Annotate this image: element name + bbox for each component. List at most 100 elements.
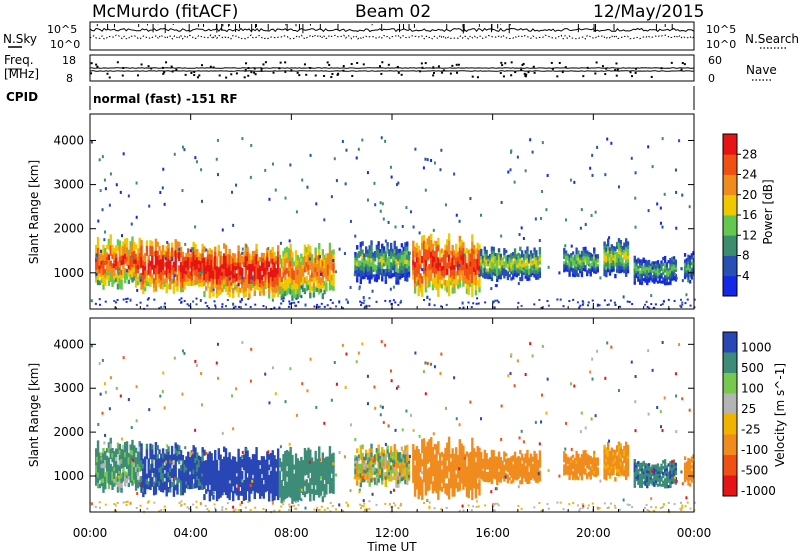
power-cell — [291, 267, 294, 274]
power-cell — [517, 257, 520, 261]
velocity-cell — [361, 461, 364, 466]
power-cell — [658, 267, 661, 271]
velocity-cell — [124, 456, 127, 463]
nave-point — [279, 61, 282, 64]
velocity-cell — [134, 480, 138, 487]
power-scatter-cell — [681, 279, 684, 283]
velocity-cell — [413, 485, 417, 492]
power-cell — [314, 252, 317, 258]
power-cell — [242, 251, 246, 257]
power-cell — [575, 257, 578, 261]
velocity-cell — [151, 449, 154, 455]
power-cell — [619, 250, 622, 256]
power-cell — [266, 261, 269, 267]
power-cell — [526, 261, 529, 266]
velocity-cell — [492, 468, 495, 473]
power-cell — [212, 265, 215, 271]
power-scatter-cell — [531, 150, 534, 154]
power-cell — [568, 271, 571, 275]
power-scatter-cell — [343, 252, 346, 256]
power-cell — [444, 264, 447, 271]
power-cell — [152, 251, 156, 257]
power-cell — [138, 273, 141, 279]
power-cell — [665, 279, 669, 283]
power-scatter-cell — [274, 188, 277, 192]
velocity-cell — [242, 495, 246, 501]
power-cell — [271, 275, 274, 282]
nave-point — [500, 61, 503, 64]
power-cell — [587, 251, 591, 255]
power-cell — [485, 271, 488, 276]
power-scatter-cell — [127, 194, 130, 198]
power-cell — [442, 276, 445, 282]
power-cell — [442, 258, 445, 263]
power-cell — [179, 276, 183, 283]
power-cell — [386, 260, 389, 266]
power-cell — [158, 264, 161, 270]
power-cell — [208, 286, 212, 293]
power-cell — [687, 263, 690, 268]
power-cell — [138, 242, 141, 249]
power-cell — [404, 259, 407, 265]
velocity-cell — [114, 448, 118, 454]
power-cell — [603, 249, 606, 254]
power-cell — [294, 266, 298, 273]
power-cell — [149, 281, 152, 287]
power-cell — [158, 277, 161, 283]
power-cell — [522, 259, 526, 263]
velocity-cell — [165, 485, 168, 492]
velocity-cell — [417, 482, 420, 489]
velocity-cell — [169, 463, 172, 468]
power-scatter-cell — [195, 160, 198, 164]
velocity-cell — [446, 454, 449, 461]
velocity-cell — [133, 479, 136, 484]
velocity-cell — [185, 477, 188, 482]
velocity-cell — [210, 481, 213, 487]
velocity-cell — [120, 487, 123, 493]
power-cell — [330, 260, 333, 266]
velocity-cell — [485, 478, 488, 482]
power-cell — [605, 273, 608, 278]
power-cell — [167, 242, 170, 249]
velocity-cell — [442, 465, 445, 470]
velocity-cell — [266, 481, 269, 487]
velocity-cell — [170, 468, 174, 474]
velocity-cell — [404, 475, 407, 480]
power-cell — [224, 275, 228, 282]
power-cell — [608, 256, 612, 261]
power-cell — [580, 259, 584, 263]
velocity-cell — [165, 475, 168, 481]
power-cell — [499, 270, 503, 274]
power-cell — [275, 288, 278, 294]
nave-point — [162, 72, 165, 75]
power-cell — [113, 279, 116, 284]
power-cell — [621, 263, 624, 267]
power-scatter-cell — [579, 226, 582, 230]
power-cell — [307, 259, 310, 265]
power-cell — [503, 271, 506, 276]
power-cell — [373, 254, 377, 259]
power-cell — [608, 268, 612, 273]
velocity-cell — [251, 466, 255, 471]
velocity-cell — [487, 474, 490, 478]
power-cell — [591, 261, 594, 265]
power-cell — [577, 250, 580, 255]
velocity-cell — [194, 462, 197, 469]
power-cell — [379, 261, 382, 266]
velocity-cell — [255, 462, 258, 468]
power-cell — [605, 251, 608, 256]
velocity-cell — [233, 468, 237, 474]
velocity-cell — [421, 445, 424, 454]
velocity-cell — [156, 477, 159, 483]
power-cell — [501, 264, 504, 268]
power-cell — [662, 256, 665, 261]
power-clutter-cell — [496, 299, 499, 302]
velocity-cell — [449, 476, 453, 481]
power-cell — [626, 241, 630, 246]
velocity-cell — [359, 472, 362, 479]
power-cell — [359, 269, 362, 275]
velocity-cell — [301, 471, 305, 476]
power-cell — [417, 278, 420, 286]
velocity-cell — [244, 476, 247, 483]
power-cell — [397, 252, 400, 258]
